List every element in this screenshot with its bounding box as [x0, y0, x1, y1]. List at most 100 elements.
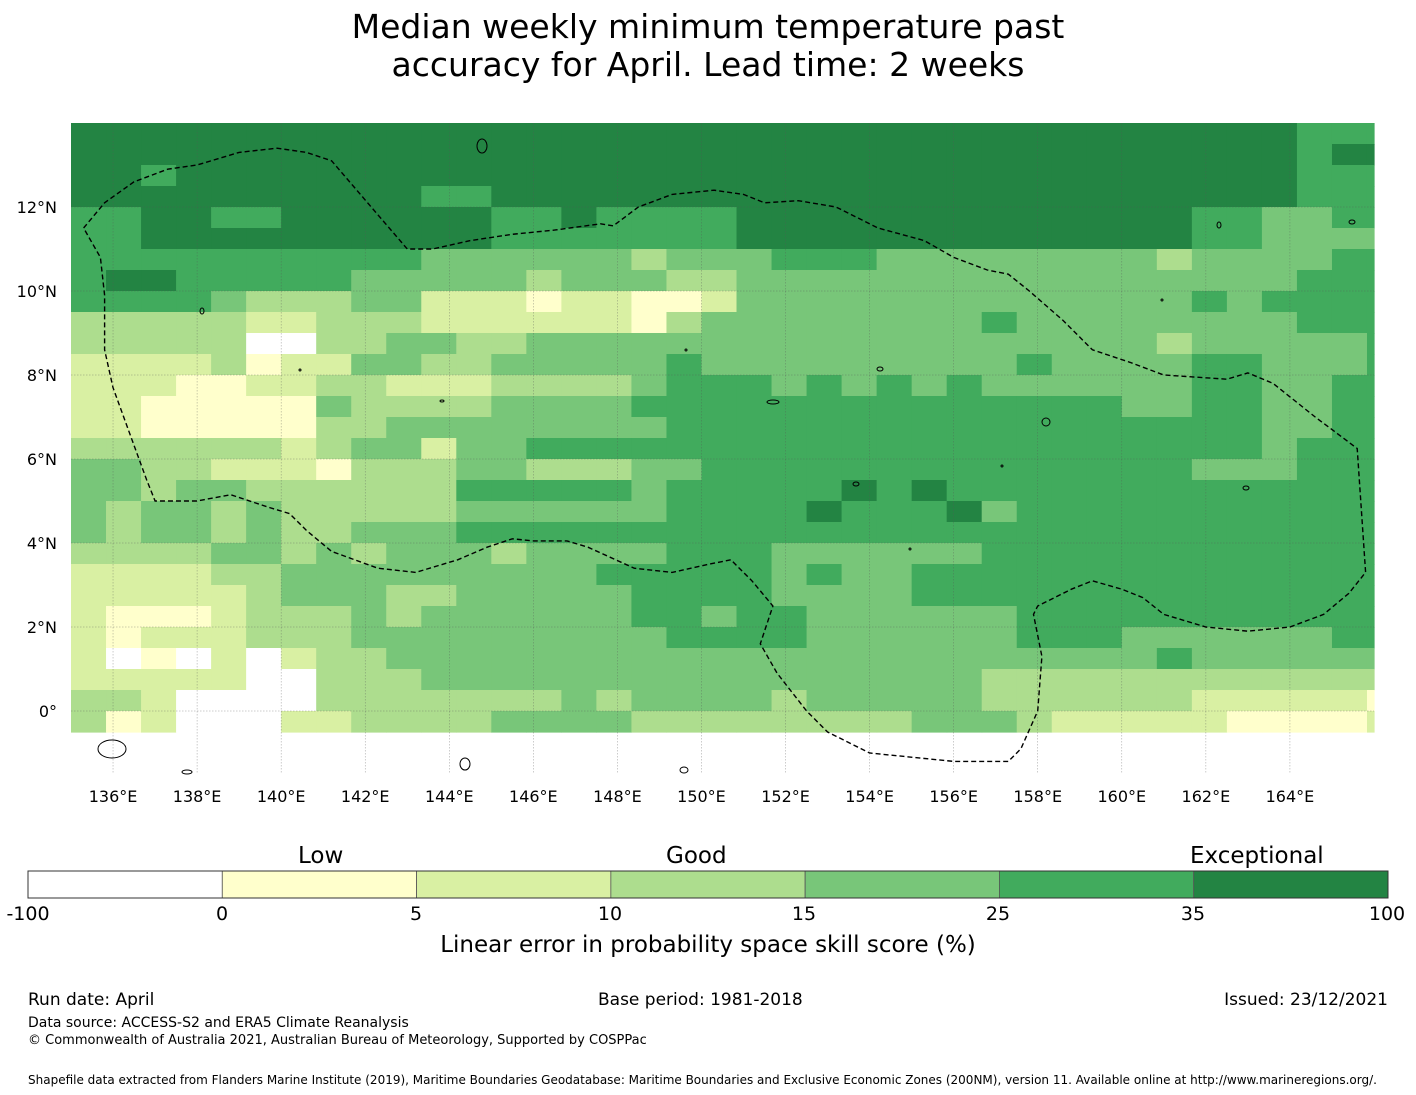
grid-cell: [666, 123, 703, 145]
grid-cell: [1226, 459, 1263, 481]
grid-cell: [1261, 648, 1298, 670]
grid-cell: [316, 501, 352, 523]
grid-cell: [176, 501, 212, 523]
island-outline: [476, 138, 488, 154]
grid-cell: [456, 669, 492, 691]
grid-cell: [386, 438, 422, 460]
grid-cell: [211, 459, 247, 481]
grid-cell: [946, 186, 983, 208]
grid-cell: [771, 669, 808, 691]
grid-cell: [106, 207, 142, 229]
grid-cell: [246, 501, 282, 523]
grid-cell: [1086, 627, 1123, 649]
grid-cell: [246, 648, 282, 670]
grid-cell: [526, 438, 562, 460]
grid-cell: [456, 480, 492, 502]
grid-cell: [1296, 270, 1333, 292]
grid-cell: [701, 438, 738, 460]
grid-cell: [71, 606, 107, 628]
grid-cell: [1016, 480, 1053, 502]
grid-cell: [1331, 669, 1368, 691]
grid-cell: [1296, 648, 1333, 670]
grid-cell: [876, 480, 913, 502]
grid-cell: [981, 480, 1018, 502]
grid-cell: [526, 522, 562, 544]
grid-cell: [456, 165, 492, 187]
grid-cell: [351, 375, 387, 397]
grid-cell: [946, 312, 983, 334]
grid-cell: [141, 333, 177, 355]
grid-cell: [1016, 606, 1053, 628]
grid-cell: [701, 186, 738, 208]
grid-cell: [526, 375, 562, 397]
grid-cell: [246, 333, 282, 355]
grid-cell: [1226, 690, 1263, 712]
grid-cell: [911, 606, 948, 628]
grid-cell: [1331, 186, 1368, 208]
grid-cell: [1331, 249, 1368, 271]
grid-cell: [351, 711, 387, 733]
grid-cell: [631, 186, 668, 208]
grid-cell: [71, 669, 107, 691]
grid-cell: [526, 417, 562, 439]
grid-cell: [456, 417, 492, 439]
grid-cell: [666, 564, 703, 586]
grid-cell: [1226, 354, 1263, 376]
latitude-label: 10°N: [17, 282, 57, 301]
grid-cell: [876, 648, 913, 670]
grid-cell: [876, 459, 913, 481]
grid-cell: [1156, 564, 1193, 586]
grid-cell: [1051, 186, 1088, 208]
grid-cell: [141, 207, 177, 229]
grid-cell: [281, 564, 317, 586]
island-outline: [1348, 219, 1356, 225]
grid-cell: [981, 522, 1018, 544]
grid-cell: [386, 228, 422, 250]
grid-cell: [876, 207, 913, 229]
grid-cell: [1016, 249, 1053, 271]
grid-cell: [246, 144, 282, 166]
grid-cell: [1261, 291, 1298, 313]
grid-cell: [1366, 417, 1375, 439]
grid-cell: [1016, 291, 1053, 313]
grid-cell: [491, 459, 527, 481]
grid-cell: [1121, 144, 1158, 166]
grid-cell: [596, 291, 633, 313]
grid-cell: [1366, 522, 1375, 544]
grid-cell: [1121, 543, 1158, 565]
grid-cell: [421, 711, 457, 733]
grid-cell: [316, 669, 352, 691]
grid-cell: [876, 249, 913, 271]
grid-cell: [421, 459, 457, 481]
grid-cell: [1086, 438, 1123, 460]
grid-cell: [1121, 207, 1158, 229]
grid-cell: [806, 354, 843, 376]
grid-cell: [491, 417, 527, 439]
grid-cell: [1296, 207, 1333, 229]
grid-cell: [526, 207, 562, 229]
grid-cell: [1261, 501, 1298, 523]
grid-cell: [1226, 186, 1263, 208]
grid-cell: [1331, 648, 1368, 670]
grid-cell: [281, 207, 317, 229]
grid-cell: [771, 207, 808, 229]
grid-cell: [736, 669, 773, 691]
grid-cell: [981, 396, 1018, 418]
grid-cell: [351, 165, 387, 187]
grid-cell: [596, 711, 633, 733]
grid-cell: [491, 291, 527, 313]
grid-cell: [141, 480, 177, 502]
grid-cell: [1051, 354, 1088, 376]
grid-cell: [71, 648, 107, 670]
grid-cell: [1226, 228, 1263, 250]
grid-cell: [421, 585, 457, 607]
grid-cell: [1156, 627, 1193, 649]
grid-cell: [246, 312, 282, 334]
grid-cell: [911, 312, 948, 334]
grid-cell: [1366, 270, 1375, 292]
grid-cell: [281, 270, 317, 292]
grid-cell: [1156, 690, 1193, 712]
grid-cell: [876, 564, 913, 586]
grid-cell: [666, 165, 703, 187]
grid-cell: [491, 438, 527, 460]
